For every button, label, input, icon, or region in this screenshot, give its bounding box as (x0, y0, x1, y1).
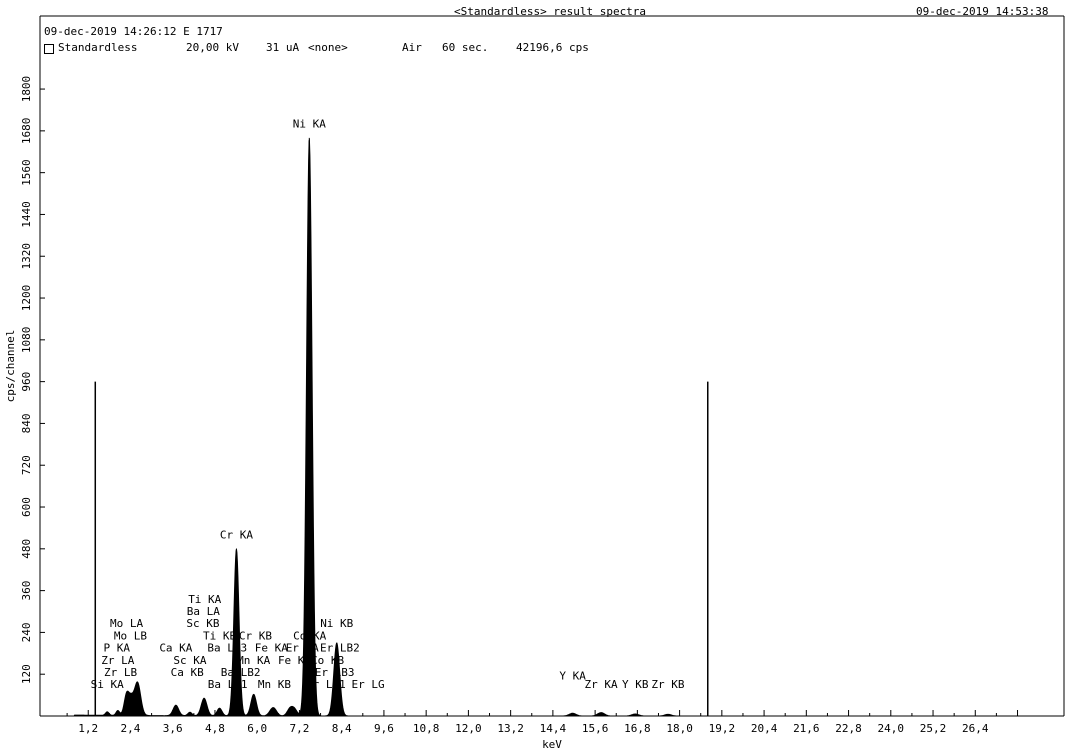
x-tick-label: 10,8 (413, 722, 440, 735)
peak-label: Y KB (622, 678, 649, 691)
y-tick-label: 1800 (20, 76, 33, 103)
peak-label: Er LG (352, 678, 385, 691)
y-tick-label: 480 (20, 539, 33, 559)
peak-label: Er LB2 (320, 642, 360, 655)
peak-label: Co KA (293, 629, 326, 642)
peak-label: Ba LB2 (221, 666, 261, 679)
y-tick-label: 120 (20, 664, 33, 684)
x-tick-label: 13,2 (497, 722, 524, 735)
peak-label: Mo LA (110, 617, 143, 630)
x-tick-label: 26,4 (962, 722, 989, 735)
filter-label: <none> (308, 41, 348, 54)
y-tick-label: 720 (20, 455, 33, 475)
peak-label: P KA (104, 642, 131, 655)
peak-label: Ba LB1 (208, 678, 248, 691)
voltage-label: 20,00 kV (186, 41, 239, 54)
y-axis-label: cps/channel (4, 330, 17, 403)
spectrum-marks (41, 137, 1063, 717)
peak-label: Cr KB (239, 629, 272, 642)
y-tick-label: 1080 (20, 327, 33, 354)
x-tick-label: 24,0 (878, 722, 905, 735)
peak-label: Zr LA (101, 654, 134, 667)
x-tick-label: 8,4 (332, 722, 352, 735)
y-tick-label: 960 (20, 372, 33, 392)
live-time-label: 60 sec. (442, 41, 489, 54)
peak-label: Zr KB (651, 678, 684, 691)
x-tick-label: 9,6 (374, 722, 394, 735)
peak-label: Fe KB (278, 654, 311, 667)
y-tick-label: 240 (20, 622, 33, 642)
x-tick-label: 20,4 (751, 722, 778, 735)
x-tick-label: 18,0 (666, 722, 693, 735)
peak-label: Ti KB (203, 629, 236, 642)
y-tick-label: 360 (20, 581, 33, 601)
peak-label: Fe KA (255, 642, 288, 655)
x-tick-label: 1,2 (78, 722, 98, 735)
y-tick-label: 1560 (20, 159, 33, 186)
end-time: 09-dec-2019 14:53:38 (916, 5, 1049, 18)
peak-label: Y KA (559, 669, 586, 682)
x-tick-label: 22,8 (835, 722, 862, 735)
peak-label: Mn KA (237, 654, 270, 667)
x-tick-label: 4,8 (205, 722, 225, 735)
spectrum-fill (41, 139, 1063, 717)
x-tick-label: 25,2 (920, 722, 947, 735)
x-tick-label: 3,6 (163, 722, 183, 735)
y-tick-label: 600 (20, 497, 33, 517)
x-tick-label: 15,6 (582, 722, 609, 735)
chart-title: <Standardless> result spectra (454, 5, 647, 18)
peak-label: Ca KA (159, 642, 192, 655)
y-tick-label: 1680 (20, 118, 33, 145)
peak-label: Zr KA (585, 678, 618, 691)
peak-label: Zr LB (104, 666, 137, 679)
x-axis: 1,2 2,4 3,6 4,8 6,0 7,2 8,4 9,6 10,8 12,0 13,2 14,4… (66, 710, 1019, 735)
y-tick-label: 840 (20, 413, 33, 433)
peak-label: Ni KB (320, 617, 353, 630)
y-tick-label: 1320 (20, 243, 33, 270)
peak-label: Ni KA (293, 117, 326, 130)
peak-label: Ca KB (171, 666, 204, 679)
x-tick-label: 14,4 (540, 722, 567, 735)
mode-label: Standardless (58, 41, 138, 54)
y-tick-label: 1440 (20, 201, 33, 228)
x-tick-label: 19,2 (709, 722, 736, 735)
peak-label: Ba LA (187, 605, 220, 618)
peak-label: Cr KA (220, 528, 253, 541)
peak-label: Er LB3 (315, 666, 355, 679)
peak-label: Ba LB3 (207, 642, 247, 655)
peak-label: Er LA (286, 642, 319, 655)
x-tick-label: 7,2 (290, 722, 310, 735)
peak-label: Sc KA (173, 654, 206, 667)
checkbox-icon[interactable] (44, 44, 54, 54)
x-tick-label: 16,8 (624, 722, 651, 735)
y-axis: 120 240 360 480 600 720 840 960 1080 1200 1320 1440… (20, 76, 45, 684)
peak-label: Er LB1 (306, 678, 346, 691)
x-tick-label: 21,6 (793, 722, 820, 735)
peak-label: Sc KB (186, 617, 219, 630)
peak-label: Co KB (311, 654, 344, 667)
current-label: 31 uA (266, 41, 300, 54)
peak-label: Mo LB (114, 629, 147, 642)
peak-label: Mn KB (258, 678, 291, 691)
start-time: 09-dec-2019 14:26:12 E 1717 (44, 25, 223, 38)
y-tick-label: 1200 (20, 285, 33, 312)
x-tick-label: 2,4 (121, 722, 141, 735)
x-axis-label: keV (542, 738, 562, 751)
range-markers (94, 381, 709, 716)
x-tick-label: 6,0 (247, 722, 267, 735)
atmosphere-label: Air (402, 41, 422, 54)
peak-label: Ti KA (188, 593, 221, 606)
peak-label: Si KA (91, 678, 124, 691)
count-rate-label: 42196,6 cps (516, 41, 589, 54)
x-tick-label: 12,0 (455, 722, 482, 735)
